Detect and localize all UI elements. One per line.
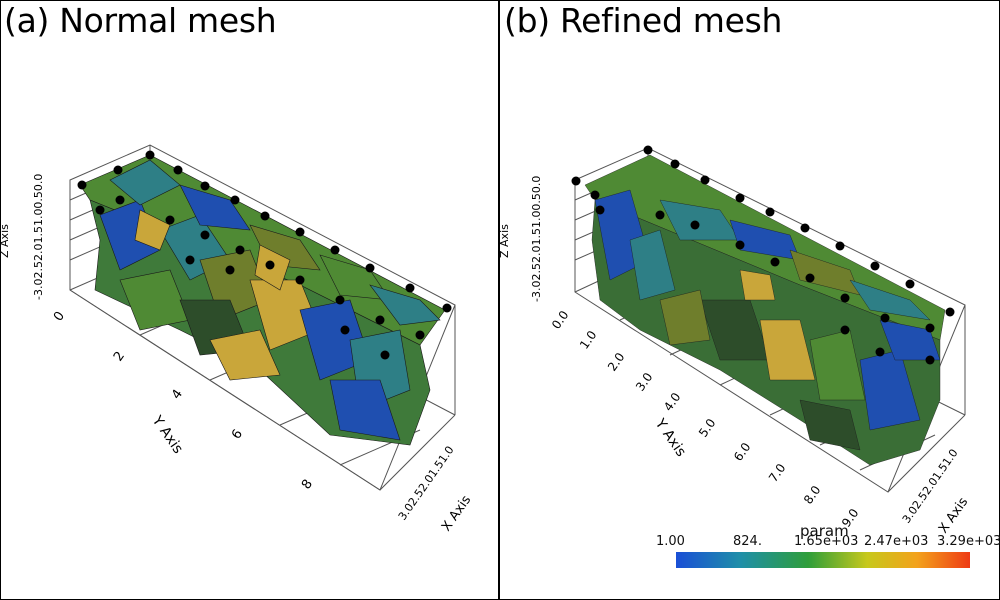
mesh-plot-normal: Z Axis -3.02.52.01.51.00.50.0 Y Axis 0 2…: [0, 144, 474, 534]
mesh-body: [79, 154, 446, 446]
colorbar-title: param: [800, 522, 849, 540]
colorbar-tick: 3.29e+03: [937, 534, 1000, 549]
mesh-plot-refined: Z Axis -3.02.52.01.51.00.50.0 Y Axis 0.0…: [500, 145, 971, 536]
panel-title: (b) Refined mesh: [504, 1, 783, 40]
z-axis-ticks: -3.02.52.01.51.00.50.0: [530, 176, 543, 302]
z-axis-ticks: -3.02.52.01.51.00.50.0: [32, 174, 45, 300]
panel-normal-mesh: (a) Normal mesh: [0, 1, 474, 534]
colorbar-tick: 2.47e+03: [864, 534, 929, 549]
panel-divider: [498, 0, 500, 600]
mesh-body: [584, 154, 946, 466]
colorbar-tick: 1.65e+03: [794, 534, 859, 549]
z-axis-title: Z Axis: [0, 224, 11, 258]
panel-title: (a) Normal mesh: [4, 1, 277, 40]
panel-refined-mesh: (b) Refined mesh: [500, 0, 1000, 600]
colorbar-tick: 1.00: [656, 534, 685, 549]
mesh-nodes: [571, 145, 955, 365]
colorbar-gradient: [676, 552, 970, 568]
z-axis-title: Z Axis: [500, 224, 511, 258]
mesh-nodes: [77, 150, 452, 360]
colorbar-tick: 824.: [733, 534, 762, 549]
